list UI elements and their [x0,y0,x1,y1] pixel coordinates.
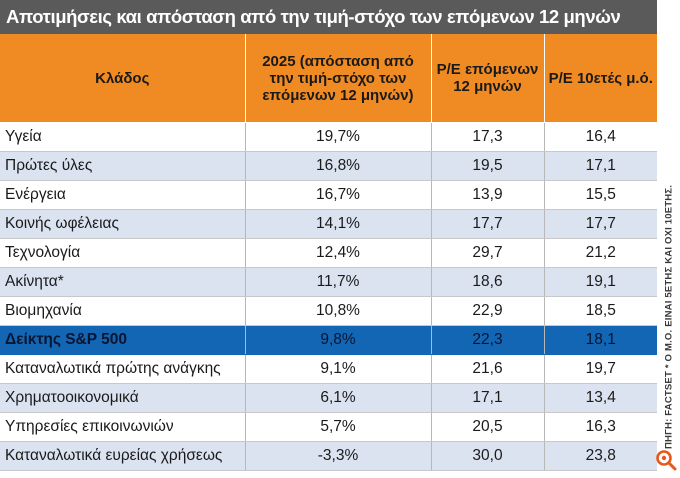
pe-avg-cell: 17,1 [544,151,657,181]
pe-next-cell: 18,6 [431,267,545,297]
pe-avg-cell: 23,8 [544,441,657,471]
pe-next-cell: 19,5 [431,151,545,181]
pe-next-cell: 29,7 [431,238,545,268]
table-row-highlight: Δείκτης S&P 500 9,8% 22,3 18,1 [0,325,657,355]
sector-cell: Βιομηχανία [0,296,246,326]
sector-cell: Καταναλωτικά ευρείας χρήσεως [0,441,246,471]
pe-avg-cell: 16,4 [544,122,657,152]
table-row: Χρηματοοικονομικά 6,1% 17,1 13,4 [0,383,657,413]
distance-cell: 5,7% [245,412,432,442]
sector-cell: Χρηματοοικονομικά [0,383,246,413]
distance-cell: 9,1% [245,354,432,384]
pe-avg-cell: 18,5 [544,296,657,326]
distance-cell: 12,4% [245,238,432,268]
pe-next-cell: 13,9 [431,180,545,210]
pe-avg-cell: 16,3 [544,412,657,442]
header-pe-next: P/E επόμενων 12 μηνών [431,34,545,123]
page-title: Αποτιμήσεις και απόσταση από την τιμή-στ… [0,0,657,34]
table-row: Τεχνολογία 12,4% 29,7 21,2 [0,238,657,268]
pe-avg-cell: 18,1 [544,325,657,355]
table-row: Ενέργεια 16,7% 13,9 15,5 [0,180,657,210]
pe-next-cell: 20,5 [431,412,545,442]
pe-next-cell: 17,7 [431,209,545,239]
pe-next-cell: 22,9 [431,296,545,326]
distance-cell: 14,1% [245,209,432,239]
pe-avg-cell: 13,4 [544,383,657,413]
table-row: Βιομηχανία 10,8% 22,9 18,5 [0,296,657,326]
table-row: Ακίνητα* 11,7% 18,6 19,1 [0,267,657,297]
sector-cell: Τεχνολογία [0,238,246,268]
distance-cell: 19,7% [245,122,432,152]
distance-cell: 11,7% [245,267,432,297]
sector-cell: Ενέργεια [0,180,246,210]
sector-cell: Πρώτες ύλες [0,151,246,181]
header-pe-avg: P/E 10ετές μ.ό. [544,34,657,123]
pe-avg-cell: 21,2 [544,238,657,268]
pe-next-cell: 30,0 [431,441,545,471]
table-row: Κοινής ωφέλειας 14,1% 17,7 17,7 [0,209,657,239]
distance-cell: 16,8% [245,151,432,181]
distance-cell: -3,3% [245,441,432,471]
header-distance: 2025 (απόσταση από την τιμή-στόχο των επ… [245,34,432,123]
sector-cell: Υγεία [0,122,246,152]
distance-cell: 16,7% [245,180,432,210]
distance-cell: 10,8% [245,296,432,326]
sector-cell: Καταναλωτικά πρώτης ανάγκης [0,354,246,384]
pe-next-cell: 21,6 [431,354,545,384]
sector-cell: Υπηρεσίες επικοινωνιών [0,412,246,442]
pe-avg-cell: 19,7 [544,354,657,384]
table-row: Καταναλωτικά πρώτης ανάγκης 9,1% 21,6 19… [0,354,657,384]
table-row: Καταναλωτικά ευρείας χρήσεως -3,3% 30,0 … [0,441,657,471]
table-row: Υγεία 19,7% 17,3 16,4 [0,122,657,152]
pe-next-cell: 17,1 [431,383,545,413]
pe-avg-cell: 15,5 [544,180,657,210]
source-note: ΠΗΓΗ: FACTSET * Ο Μ.Ο. ΕΙΝΑΙ 5ΕΤΗΣ ΚΑΙ Ο… [663,184,675,450]
distance-cell: 9,8% [245,325,432,355]
table-row: Πρώτες ύλες 16,8% 19,5 17,1 [0,151,657,181]
pe-avg-cell: 19,1 [544,267,657,297]
valuation-table: Κλάδος 2025 (απόσταση από την τιμή-στόχο… [0,34,657,471]
table-row: Υπηρεσίες επικοινωνιών 5,7% 20,5 16,3 [0,412,657,442]
sector-cell: Δείκτης S&P 500 [0,325,246,355]
magnifier-logo-icon [656,450,677,471]
sector-cell: Κοινής ωφέλειας [0,209,246,239]
table-header-row: Κλάδος 2025 (απόσταση από την τιμή-στόχο… [0,34,657,123]
sector-cell: Ακίνητα* [0,267,246,297]
pe-next-cell: 22,3 [431,325,545,355]
pe-next-cell: 17,3 [431,122,545,152]
header-sector: Κλάδος [0,34,246,123]
pe-avg-cell: 17,7 [544,209,657,239]
distance-cell: 6,1% [245,383,432,413]
